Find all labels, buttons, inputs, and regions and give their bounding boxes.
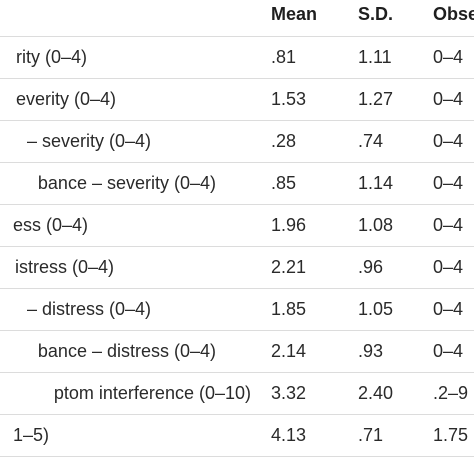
row-observed: 0–4: [433, 299, 464, 319]
table-row: everity (0–4) 1.53 1.27 0–4: [0, 79, 474, 121]
row-label: istress (0–4): [14, 257, 114, 277]
table-row: rity (0–4) .81 1.11 0–4: [0, 37, 474, 79]
row-mean: 2.14: [271, 341, 307, 361]
row-observed: 0–4: [433, 131, 464, 151]
row-label: rity (0–4): [15, 47, 87, 67]
row-label: – severity (0–4): [26, 131, 151, 151]
table-row: bance – severity (0–4) .85 1.14 0–4: [0, 163, 474, 205]
row-observed: 0–4: [433, 341, 464, 361]
table-header: Mean S.D. Obse: [0, 0, 474, 37]
row-observed: .2–9: [433, 383, 469, 403]
table-row: ess (0–4) 1.96 1.08 0–4: [0, 205, 474, 247]
row-sd: 1.27: [358, 89, 394, 109]
header-observed: Obse: [433, 4, 474, 24]
row-sd: .96: [358, 257, 384, 277]
row-observed: 0–4: [433, 89, 464, 109]
row-sd: .74: [358, 131, 384, 151]
row-sd: 1.08: [358, 215, 394, 235]
row-label: – distress (0–4): [26, 299, 151, 319]
table-row: 1–5) 4.13 .71 1.75: [0, 415, 474, 457]
row-observed: 0–4: [433, 47, 464, 67]
row-sd: .93: [358, 341, 384, 361]
row-mean: 1.85: [271, 299, 307, 319]
row-observed: 0–4: [433, 173, 464, 193]
header-mean: Mean: [271, 4, 318, 24]
row-sd: .71: [358, 425, 384, 445]
row-mean: 2.21: [271, 257, 307, 277]
row-sd: 1.05: [358, 299, 394, 319]
table-row: – severity (0–4) .28 .74 0–4: [0, 121, 474, 163]
row-mean: 3.32: [271, 383, 307, 403]
row-mean: 4.13: [271, 425, 307, 445]
row-observed: 0–4: [433, 257, 464, 277]
row-mean: 1.96: [271, 215, 307, 235]
row-label: everity (0–4): [15, 89, 116, 109]
row-mean: .81: [271, 47, 297, 67]
table-row: bance – distress (0–4) 2.14 .93 0–4: [0, 331, 474, 373]
row-mean: 1.53: [271, 89, 307, 109]
table-row: – distress (0–4) 1.85 1.05 0–4: [0, 289, 474, 331]
row-mean: .85: [271, 173, 297, 193]
row-sd: 1.14: [358, 173, 394, 193]
row-label: ess (0–4): [12, 215, 88, 235]
row-mean: .28: [271, 131, 297, 151]
row-observed: 1.75: [433, 425, 469, 445]
row-label: ptom interference (0–10): [53, 383, 251, 403]
header-sd: S.D.: [358, 4, 394, 24]
row-label: bance – severity (0–4): [37, 173, 216, 193]
table-row: ptom interference (0–10) 3.32 2.40 .2–9: [0, 373, 474, 415]
row-label: 1–5): [12, 425, 49, 445]
row-label: bance – distress (0–4): [37, 341, 216, 361]
row-observed: 0–4: [433, 215, 464, 235]
row-sd: 2.40: [358, 383, 394, 403]
table-row: istress (0–4) 2.21 .96 0–4: [0, 247, 474, 289]
row-sd: 1.11: [358, 47, 392, 67]
